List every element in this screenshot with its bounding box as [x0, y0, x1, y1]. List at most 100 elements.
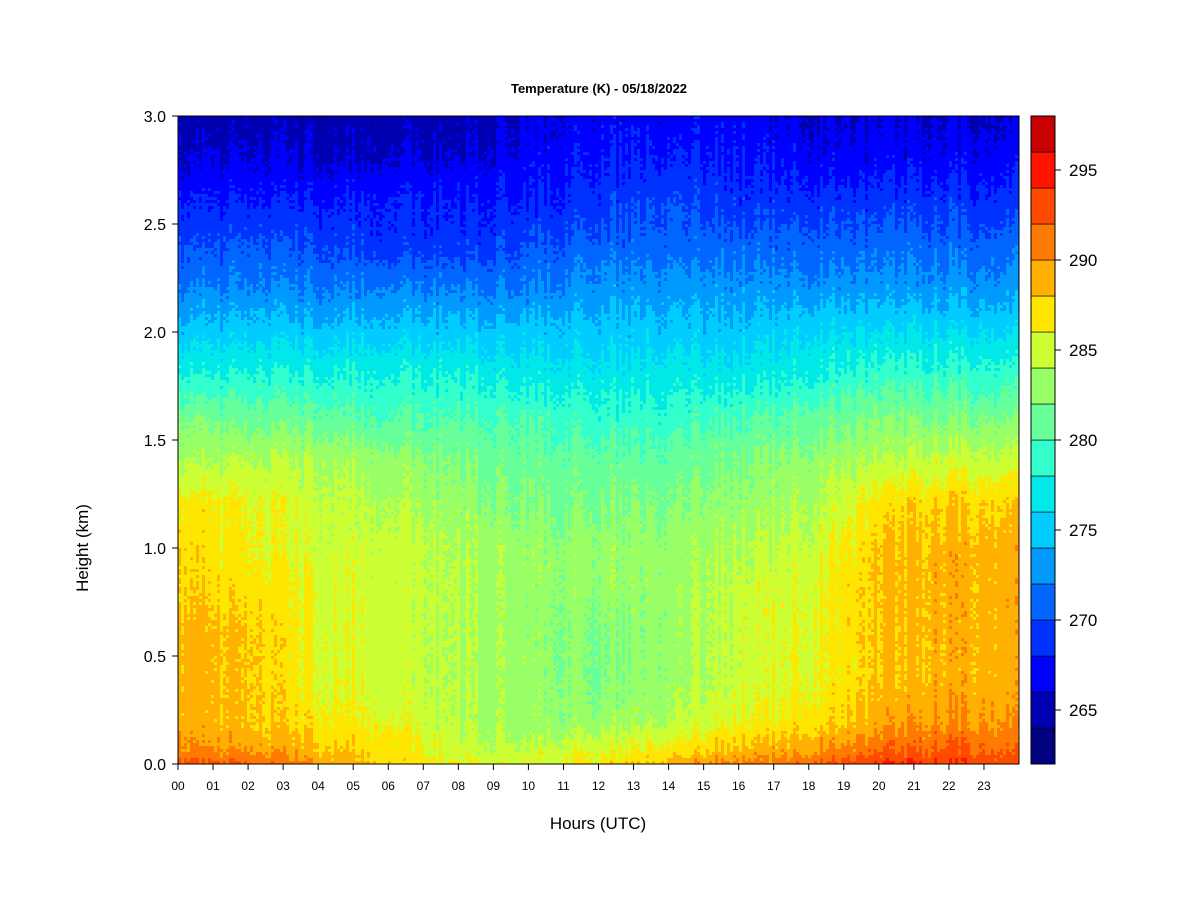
heatmap-cell — [184, 275, 187, 278]
heatmap-cell — [190, 584, 193, 587]
heatmap-cell — [199, 503, 202, 506]
heatmap-cell — [202, 392, 205, 395]
heatmap-cell — [187, 542, 190, 545]
heatmap-cell — [187, 632, 190, 635]
heatmap-cell — [202, 266, 205, 269]
heatmap-cell — [184, 341, 187, 344]
heatmap-cell — [211, 149, 214, 152]
heatmap-cell — [196, 377, 199, 380]
heatmap-cell — [208, 122, 211, 125]
heatmap-cell — [190, 374, 193, 377]
heatmap-cell — [190, 371, 193, 374]
heatmap-cell — [184, 164, 187, 167]
heatmap-cell — [187, 233, 190, 236]
heatmap-cell — [208, 212, 211, 215]
heatmap-cell — [202, 380, 205, 383]
heatmap-cell — [184, 482, 187, 485]
heatmap-cell — [196, 653, 199, 656]
heatmap-cell — [184, 650, 187, 653]
heatmap-cell — [193, 602, 196, 605]
heatmap-cell — [193, 677, 196, 680]
heatmap-cell — [181, 722, 184, 725]
heatmap-cell — [193, 482, 196, 485]
heatmap-cell — [187, 215, 190, 218]
heatmap-cell — [211, 434, 214, 437]
heatmap-cell — [187, 404, 190, 407]
heatmap-cell — [211, 716, 214, 719]
heatmap-cell — [181, 410, 184, 413]
heatmap-cell — [199, 353, 202, 356]
heatmap-cell — [193, 338, 196, 341]
heatmap-cell — [178, 623, 181, 626]
heatmap-cell — [196, 140, 199, 143]
heatmap-cell — [178, 254, 181, 257]
heatmap-cell — [208, 296, 211, 299]
heatmap-cell — [199, 635, 202, 638]
heatmap-cell — [202, 137, 205, 140]
heatmap-cell — [193, 506, 196, 509]
heatmap-cell — [211, 266, 214, 269]
heatmap-cell — [193, 392, 196, 395]
heatmap-cell — [190, 389, 193, 392]
heatmap-cell — [187, 707, 190, 710]
heatmap-cell — [181, 620, 184, 623]
heatmap-cell — [196, 128, 199, 131]
heatmap-cell — [178, 449, 181, 452]
heatmap-cell — [184, 137, 187, 140]
heatmap-cell — [181, 260, 184, 263]
heatmap-cell — [187, 584, 190, 587]
heatmap-cell — [211, 494, 214, 497]
heatmap-cell — [187, 362, 190, 365]
heatmap-cell — [184, 329, 187, 332]
heatmap-cell — [199, 410, 202, 413]
heatmap-cell — [190, 617, 193, 620]
heatmap-cell — [184, 464, 187, 467]
heatmap-cell — [205, 497, 208, 500]
heatmap-cell — [178, 611, 181, 614]
heatmap-cell — [178, 287, 181, 290]
heatmap-cell — [211, 179, 214, 182]
heatmap-cell — [205, 458, 208, 461]
heatmap-cell — [181, 269, 184, 272]
heatmap-cell — [196, 479, 199, 482]
heatmap-cell — [193, 632, 196, 635]
heatmap-cell — [184, 194, 187, 197]
heatmap-cell — [181, 368, 184, 371]
heatmap-cell — [181, 152, 184, 155]
heatmap-cell — [178, 560, 181, 563]
heatmap-cell — [181, 233, 184, 236]
heatmap-cell — [187, 713, 190, 716]
heatmap-cell — [193, 425, 196, 428]
heatmap-cell — [208, 536, 211, 539]
heatmap-cell — [211, 518, 214, 521]
heatmap-cell — [193, 551, 196, 554]
heatmap-cell — [211, 326, 214, 329]
heatmap-cell — [196, 125, 199, 128]
heatmap-cell — [187, 431, 190, 434]
heatmap-cell — [178, 506, 181, 509]
heatmap-cell — [208, 467, 211, 470]
heatmap-cell — [208, 350, 211, 353]
heatmap-cell — [178, 137, 181, 140]
heatmap-cell — [181, 677, 184, 680]
heatmap-cell — [211, 623, 214, 626]
heatmap-cell — [211, 683, 214, 686]
heatmap-cell — [184, 659, 187, 662]
heatmap-cell — [181, 515, 184, 518]
heatmap-cell — [196, 587, 199, 590]
heatmap-cell — [211, 668, 214, 671]
heatmap-cell — [205, 161, 208, 164]
heatmap-cell — [199, 545, 202, 548]
heatmap-cell — [208, 158, 211, 161]
heatmap-cell — [199, 668, 202, 671]
heatmap-cell — [208, 410, 211, 413]
heatmap-cell — [187, 236, 190, 239]
heatmap-cell — [211, 203, 214, 206]
heatmap-cell — [190, 728, 193, 731]
heatmap-cell — [184, 215, 187, 218]
heatmap-cell — [202, 494, 205, 497]
heatmap-cell — [193, 734, 196, 737]
heatmap-cell — [208, 299, 211, 302]
heatmap-cell — [205, 557, 208, 560]
heatmap-cell — [187, 170, 190, 173]
